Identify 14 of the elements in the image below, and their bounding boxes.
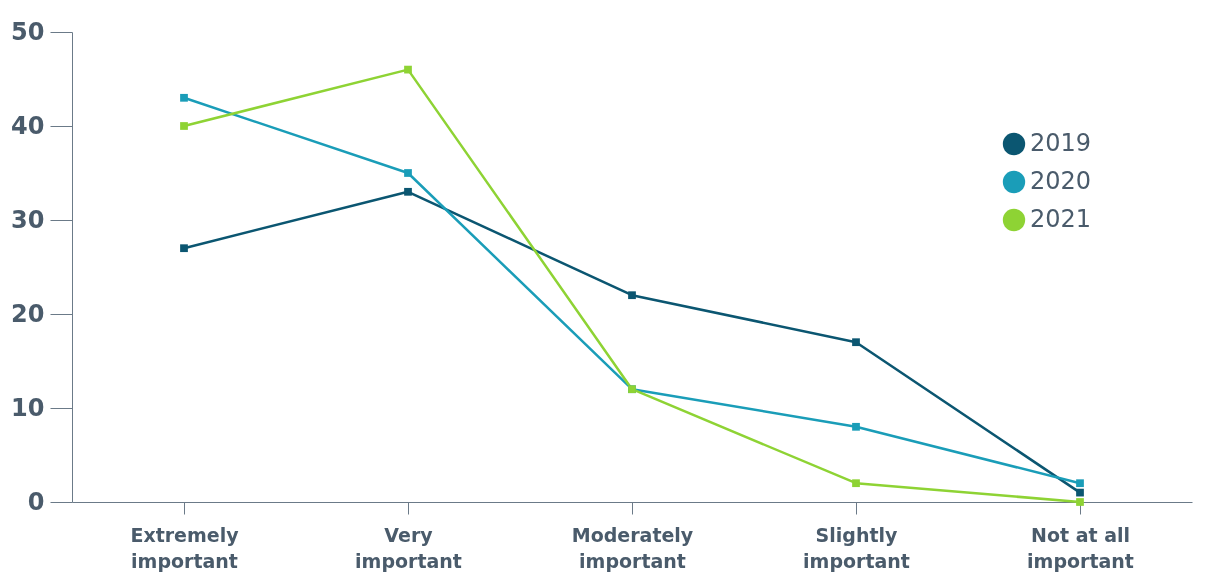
- y-tick-label: 0: [27, 487, 45, 516]
- legend-label: 2021: [1030, 205, 1092, 233]
- y-tick-label: 10: [11, 393, 45, 422]
- y-tick-label: 50: [11, 17, 45, 46]
- y-tick-label: 40: [11, 111, 45, 140]
- legend-label: 2019: [1030, 129, 1092, 157]
- x-tick-label: Slightly important: [803, 523, 910, 572]
- x-tick-label: Extremely important: [130, 523, 240, 572]
- x-tick-label: Very important: [355, 523, 462, 572]
- x-tick-label: Not at all important: [1027, 523, 1134, 572]
- x-tick-label: Moderately important: [571, 523, 694, 572]
- legend-label: 2020: [1030, 167, 1092, 195]
- y-tick-label: 20: [11, 299, 45, 328]
- y-tick-label: 30: [11, 205, 45, 234]
